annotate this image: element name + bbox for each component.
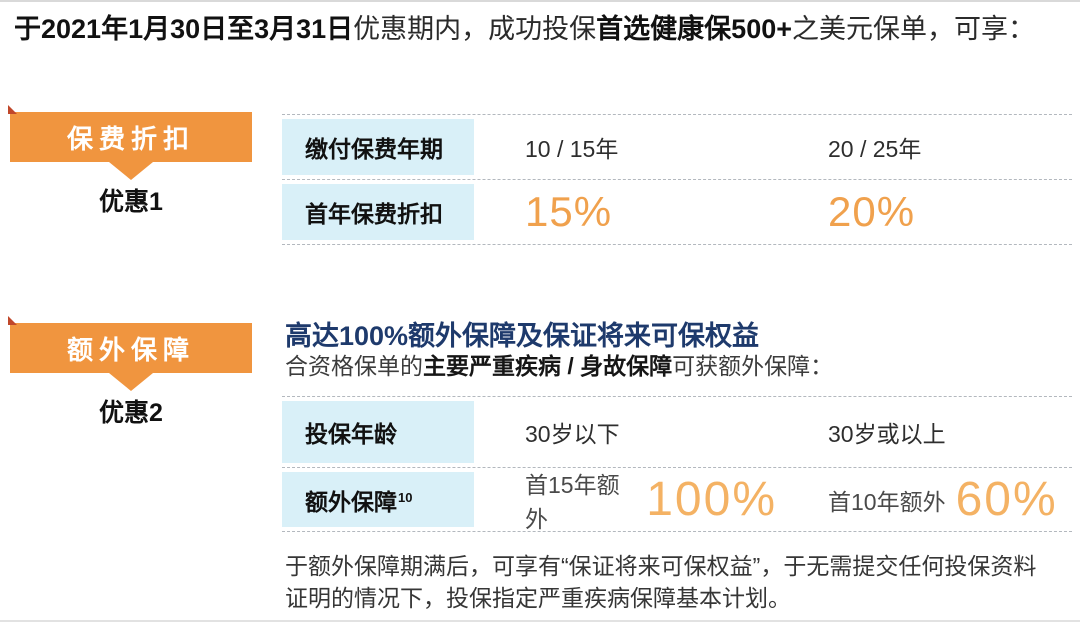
table-row: 缴付保费年期 10 / 15年 20 / 25年 — [282, 115, 1072, 180]
payment-term-option-2: 20 / 25年 — [828, 136, 922, 162]
section2-title: 高达100%额外保障及保证将来可保权益 — [285, 321, 760, 351]
bottom-divider — [0, 620, 1080, 622]
section2-subtitle: 合资格保单的主要严重疾病 / 身故保障可获额外保障： — [285, 347, 833, 381]
ribbon2-pointer-icon — [109, 373, 153, 391]
subtitle-bold-coverage: 主要严重疾病 / 身故保障 — [423, 353, 673, 379]
footnote-line-2: 证明的情况下，投保指定严重疾病保障基本计划。 — [285, 585, 791, 611]
footnote-marker: 10 — [398, 490, 413, 505]
discount-value-1: 15% — [525, 188, 613, 235]
premium-discount-ribbon: 保费折扣 — [8, 105, 252, 180]
extra-protection-table: 投保年龄 30岁以下 30岁或以上 额外保障 10 首15年额外 100% 首10… — [282, 396, 1072, 532]
age-group-1: 30岁以下 — [525, 421, 620, 447]
ribbon-fold-icon — [8, 316, 17, 325]
intro-date-range: 于2021年1月30日至3月31日 — [14, 14, 354, 44]
ribbon-fold-icon — [8, 105, 17, 114]
intro-paragraph: 于2021年1月30日至3月31日优惠期内，成功投保首选健康保500+之美元保单… — [14, 12, 1035, 46]
section1-ribbon-block: 保费折扣 优惠1 — [8, 105, 252, 218]
row-header-issue-age: 投保年龄 — [282, 401, 474, 463]
intro-text-1: 优惠期内，成功投保 — [353, 14, 597, 44]
table-row: 投保年龄 30岁以下 30岁或以上 — [282, 397, 1072, 468]
extra-prefix-1: 首15年额外 — [525, 471, 620, 532]
extra-value-2: 60% — [955, 473, 1058, 526]
footnote-line-1: 于额外保障期满后，可享有“保证将来可保权益”，于无需提交任何投保资料 — [285, 553, 1037, 579]
intro-text-2: 之美元保单，可享： — [792, 14, 1035, 44]
table-row: 额外保障 10 首15年额外 100% 首10年额外 60% — [282, 468, 1072, 532]
row-header-first-year-discount: 首年保费折扣 — [282, 184, 474, 240]
discount-value-2: 20% — [828, 188, 916, 235]
offer1-badge: 优惠1 — [99, 188, 163, 216]
ribbon1-label: 保费折扣 — [66, 123, 195, 154]
ribbon2-label: 额外保障 — [66, 334, 195, 365]
extra-value-1: 100% — [646, 473, 777, 526]
subtitle-text-1: 合资格保单的 — [285, 353, 423, 379]
payment-term-option-1: 10 / 15年 — [525, 136, 619, 162]
offer2-badge: 优惠2 — [99, 399, 163, 427]
footnote: 于额外保障期满后，可享有“保证将来可保权益”，于无需提交任何投保资料 证明的情况… — [285, 550, 1036, 614]
intro-product-name: 首选健康保500+ — [596, 14, 792, 44]
section2-ribbon-block: 额外保障 优惠2 — [8, 316, 252, 429]
table-row: 首年保费折扣 15% 20% — [282, 180, 1072, 245]
ribbon1-pointer-icon — [109, 162, 153, 180]
extra-protection-label: 额外保障 — [305, 488, 397, 515]
top-divider — [0, 0, 1080, 2]
subtitle-text-2: 可获额外保障： — [672, 353, 834, 379]
extra-protection-ribbon: 额外保障 — [8, 316, 252, 391]
row-header-extra-protection: 额外保障 10 — [282, 472, 474, 527]
row-header-payment-term: 缴付保费年期 — [282, 119, 474, 175]
extra-prefix-2: 首10年额外 — [828, 488, 946, 515]
premium-discount-table: 缴付保费年期 10 / 15年 20 / 25年 首年保费折扣 15% 20% — [282, 114, 1072, 245]
age-group-2: 30岁或以上 — [828, 421, 946, 447]
